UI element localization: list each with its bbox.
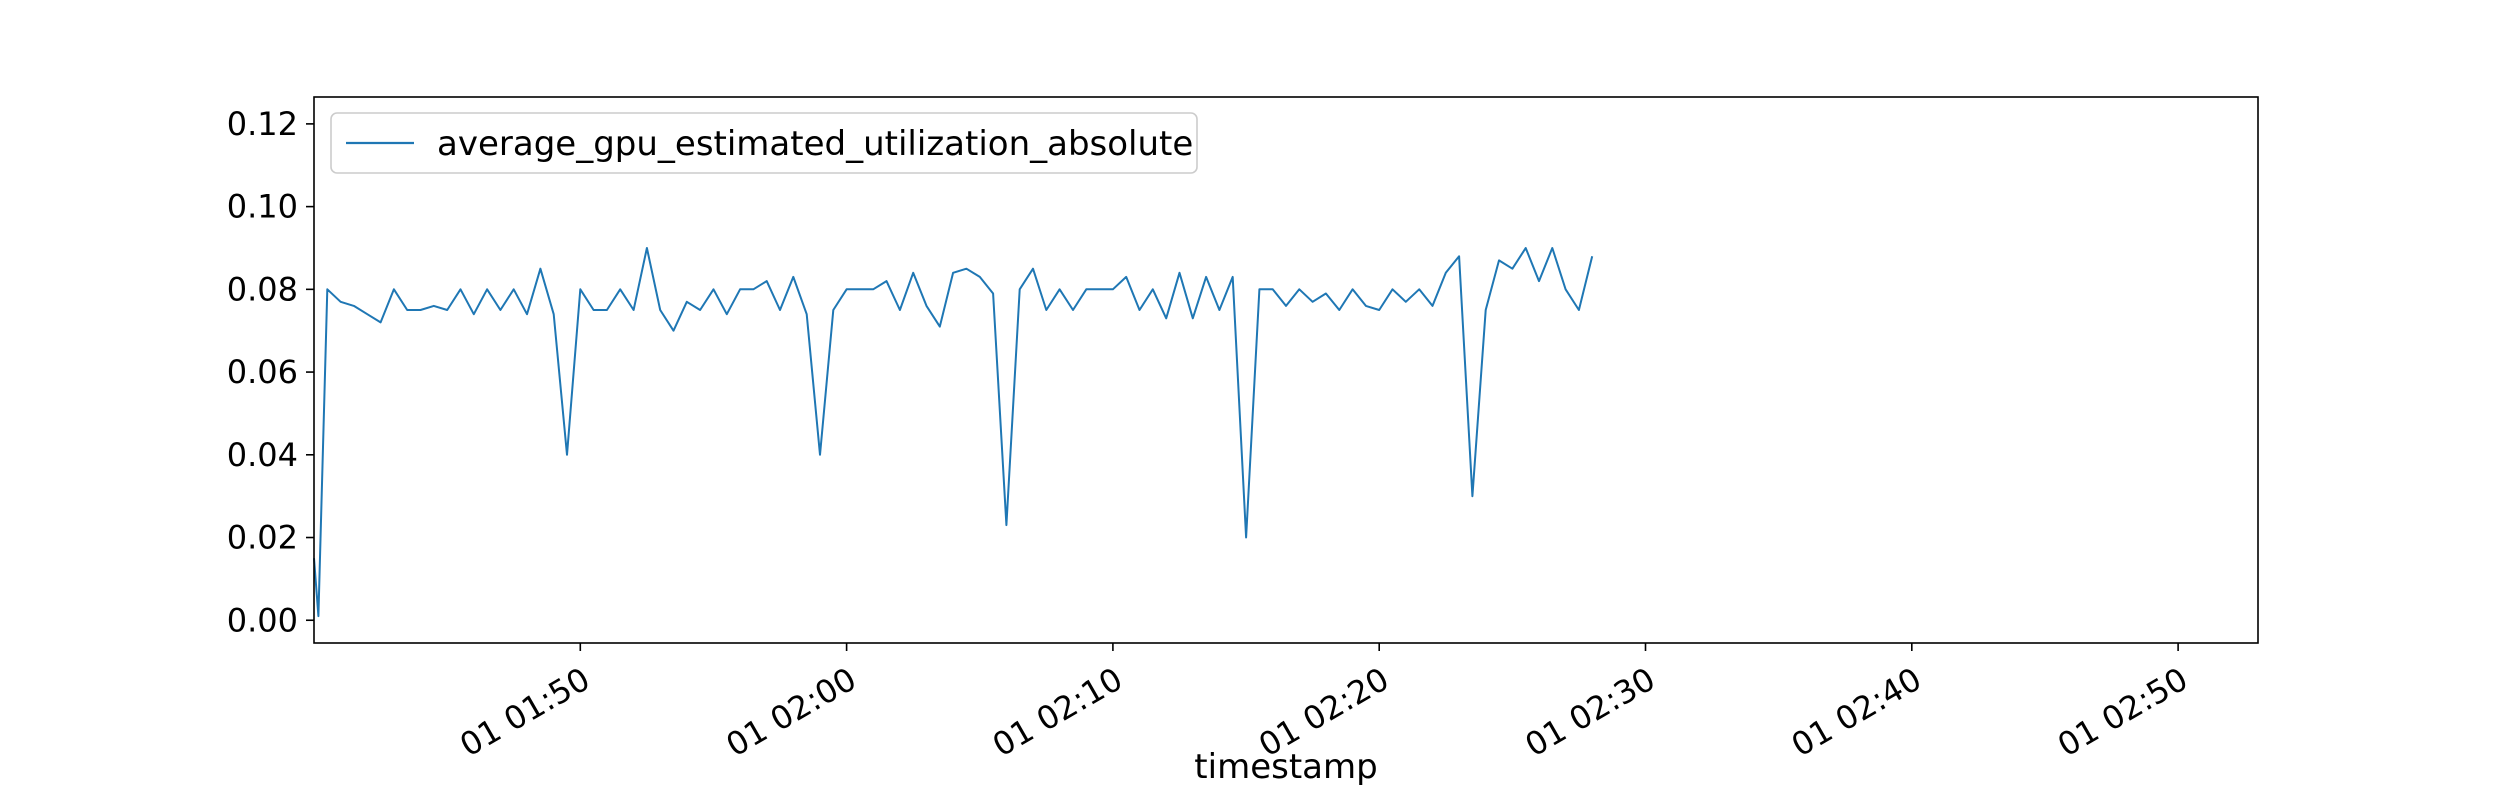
y-tick-label: 0.04 — [227, 436, 298, 474]
series-line-layer — [313, 247, 1594, 618]
legend-series-label: average_gpu_estimated_utilization_absolu… — [437, 124, 1193, 164]
legend-box — [330, 112, 1198, 174]
legend: average_gpu_estimated_utilization_absolu… — [330, 112, 1198, 174]
y-axis: 0.00 0.02 0.04 0.06 0.08 0.10 0.12 — [227, 105, 314, 639]
y-tick-label: 0.08 — [227, 270, 298, 308]
series-line-0 — [313, 247, 1594, 618]
x-axis-title: timestamp — [1194, 747, 1377, 787]
y-tick-label: 0.10 — [227, 188, 298, 226]
y-tick-label: 0.02 — [227, 519, 298, 557]
y-tick-label: 0.12 — [227, 105, 298, 143]
plot-frame — [313, 96, 2259, 644]
y-tick-label: 0.00 — [227, 601, 298, 639]
y-tick-label: 0.06 — [227, 353, 298, 391]
